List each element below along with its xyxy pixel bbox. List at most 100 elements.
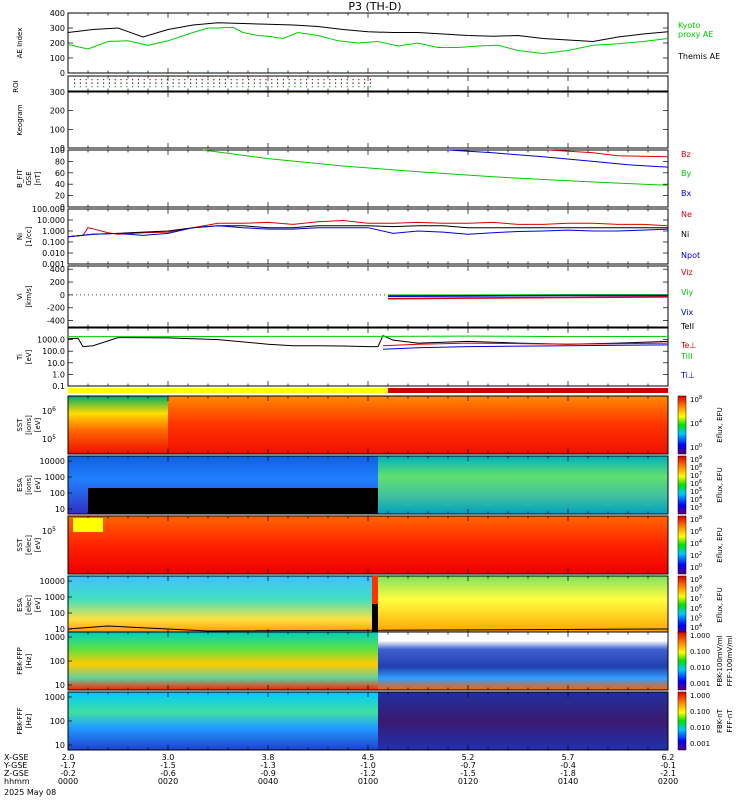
roi-dot — [230, 79, 232, 81]
panel-ylabel: FBK-FFF — [16, 707, 24, 734]
roi-dot — [79, 79, 81, 81]
panel-ylabel: [1/cc] — [25, 226, 33, 246]
roi-dot — [172, 79, 174, 81]
y-tick-label: 40 — [55, 180, 65, 189]
colorbar-label: Eflux, EFU — [716, 407, 724, 442]
roi-dot — [306, 79, 308, 81]
roi-dot — [143, 86, 145, 88]
y-tick-label: 10 — [55, 681, 65, 690]
colorbar — [677, 395, 687, 455]
footer-tick-label: 5.2 — [462, 753, 475, 762]
y-tick-label: 106 — [42, 406, 56, 416]
footer-tick-label: 6.2 — [662, 753, 675, 762]
roi-dot — [259, 86, 261, 88]
panel-frame — [67, 265, 669, 328]
y-tick-label: -400 — [47, 317, 65, 326]
footer-tick-label: 4.5 — [362, 753, 375, 762]
y-tick-label: 0.1 — [52, 382, 65, 391]
footer-tick-label: -1.7 — [60, 761, 76, 770]
roi-dot — [358, 79, 360, 81]
colorbar-tick-label: 104 — [690, 419, 702, 428]
footer-tick-label: 0120 — [458, 777, 478, 786]
roi-dot — [364, 79, 366, 81]
roi-dot — [253, 79, 255, 81]
roi-dot — [317, 86, 319, 88]
y-tick-label: 1.000 — [42, 227, 65, 236]
roi-dot — [294, 82, 296, 84]
panel-ylabel: [eV] — [25, 349, 33, 364]
roi-dot — [184, 79, 186, 81]
spectrogram-region — [378, 576, 668, 634]
panel-ylabel: ESA — [16, 478, 24, 492]
footer-tick-label: -1.0 — [360, 761, 376, 770]
roi-dot — [335, 86, 337, 88]
legend-label: Viz — [681, 268, 693, 277]
roi-dot — [352, 86, 354, 88]
colorbar-label: Eflux, EFU — [716, 587, 724, 622]
roi-dot — [201, 79, 203, 81]
y-tick-label: 10 — [55, 505, 65, 514]
series-line-vix — [387, 294, 668, 298]
colorbar-tick-label: 108 — [690, 585, 702, 594]
roi-dot — [137, 79, 139, 81]
roi-dot — [149, 82, 151, 84]
footer-tick-label: 5.7 — [562, 753, 575, 762]
colorbar-tick-label: 103 — [690, 503, 702, 512]
colorbar-tick-label: 105 — [690, 487, 702, 496]
roi-dot — [248, 86, 250, 88]
roi-dot — [195, 79, 197, 81]
roi-dot — [329, 86, 331, 88]
roi-dot — [282, 86, 284, 88]
roi-dot — [108, 79, 110, 81]
roi-dot — [120, 86, 122, 88]
y-tick-label: 100 — [50, 125, 65, 134]
roi-dot — [236, 86, 238, 88]
colorbar-label: FBK-100mV/ml — [716, 635, 724, 686]
roi-dot — [277, 79, 279, 81]
roi-dot — [190, 82, 192, 84]
roi-dot — [230, 86, 232, 88]
colorbar-tick-exponent: 2 — [699, 551, 702, 557]
roi-dot — [143, 79, 145, 81]
y-tick-label: 300 — [50, 88, 65, 97]
panel-ylabel: Ni — [16, 233, 24, 240]
roi-dot — [74, 79, 76, 81]
series-line-bx — [447, 149, 669, 168]
roi-dot — [114, 79, 116, 81]
footer-tick-label: -1.8 — [560, 769, 576, 778]
roi-dot — [85, 79, 87, 81]
roi-dot — [143, 82, 145, 84]
roi-dot — [190, 86, 192, 88]
y-tick-label: 100 — [50, 489, 65, 498]
panel-ylabel: Vi — [16, 293, 24, 300]
panel-ylabel: [ions] — [25, 475, 33, 495]
roi-dot — [120, 82, 122, 84]
footer-tick-label: -0.9 — [260, 769, 276, 778]
colorbar-tick-label: 108 — [690, 463, 702, 472]
y-tick-label: 10.0 — [47, 359, 65, 368]
colorbar-tick-label: 0.010 — [690, 664, 710, 672]
roi-dot — [364, 82, 366, 84]
footer-tick-label: 0100 — [358, 777, 378, 786]
colorbar-tick-exponent: 8 — [699, 515, 702, 521]
roi-dot — [311, 82, 313, 84]
colorbar-tick-exponent: 7 — [699, 594, 702, 600]
legend-label: Ti⊥ — [680, 371, 695, 380]
roi-dot — [224, 86, 226, 88]
roi-dot — [323, 79, 325, 81]
colorbar-tick-exponent: 0 — [699, 563, 702, 569]
roi-dot — [74, 86, 76, 88]
colorbar-tick-label: 109 — [690, 455, 702, 464]
colorbar-tick-exponent: 6 — [699, 604, 702, 610]
roi-dot — [242, 82, 244, 84]
roi-dot — [85, 86, 87, 88]
roi-dot — [172, 82, 174, 84]
spectrogram-region — [218, 516, 668, 574]
roi-dot — [288, 82, 290, 84]
roi-dot — [265, 86, 267, 88]
roi-dot — [352, 79, 354, 81]
footer-tick-label: -1.5 — [460, 769, 476, 778]
roi-dot — [358, 86, 360, 88]
footer-tick-label: -2.1 — [660, 769, 676, 778]
roi-dot — [126, 86, 128, 88]
